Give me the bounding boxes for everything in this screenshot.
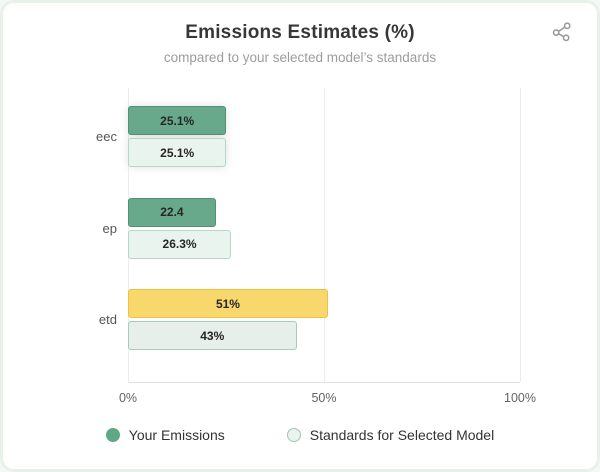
gridline bbox=[520, 88, 521, 382]
bar-group-etd: etd 51% 43% bbox=[99, 289, 520, 353]
legend-swatch-outline-dot-icon bbox=[286, 428, 301, 442]
share-icon bbox=[551, 22, 572, 45]
page-title: Emissions Estimates (%) bbox=[185, 22, 415, 43]
legend-item-your-emissions[interactable]: Your Emissions bbox=[105, 427, 225, 443]
x-tick-label: 50% bbox=[311, 391, 337, 405]
legend-swatch-filled-dot-icon bbox=[105, 428, 120, 442]
bar-etd-standard[interactable]: 43% bbox=[128, 321, 297, 350]
bar-eec-your-emissions[interactable]: 25.1% bbox=[128, 106, 227, 135]
bar-value-label: 25.1% bbox=[160, 145, 195, 160]
plot-area: eec 25.1% 25.1% ep 22.4 26.3% etd 51% 43% 0% 50% 1… bbox=[96, 88, 536, 405]
bar-eec-standard[interactable]: 25.1% bbox=[128, 138, 227, 167]
category-label: ep bbox=[102, 220, 117, 236]
bar-value-label: 26.3% bbox=[162, 237, 197, 251]
legend-item-standards[interactable]: Standards for Selected Model bbox=[286, 427, 495, 443]
share-button[interactable] bbox=[549, 21, 573, 45]
bar-etd-your-emissions[interactable]: 51% bbox=[128, 289, 328, 318]
page-subtitle: compared to your selected model’s standa… bbox=[163, 50, 437, 65]
legend-label: Your Emissions bbox=[128, 427, 225, 443]
category-label: etd bbox=[98, 312, 117, 327]
legend-label: Standards for Selected Model bbox=[309, 427, 495, 443]
bar-ep-standard[interactable]: 26.3% bbox=[128, 229, 232, 259]
bar-value-label: 43% bbox=[200, 328, 225, 343]
bar-value-label: 25.1% bbox=[160, 113, 195, 128]
bar-group-ep: ep 22.4 26.3% bbox=[103, 197, 520, 262]
x-tick-label: 0% bbox=[118, 391, 138, 405]
x-tick-label: 100% bbox=[504, 391, 536, 405]
chart-legend: Your Emissions Standards for Selected Mo… bbox=[3, 427, 597, 443]
gridline bbox=[324, 88, 325, 382]
bar-group-eec: eec 25.1% 25.1% bbox=[96, 106, 520, 170]
bar-value-label: 22.4 bbox=[160, 205, 184, 219]
bar-value-label: 51% bbox=[215, 296, 240, 311]
category-label: eec bbox=[96, 129, 117, 144]
bar-ep-your-emissions[interactable]: 22.4 bbox=[128, 197, 216, 227]
